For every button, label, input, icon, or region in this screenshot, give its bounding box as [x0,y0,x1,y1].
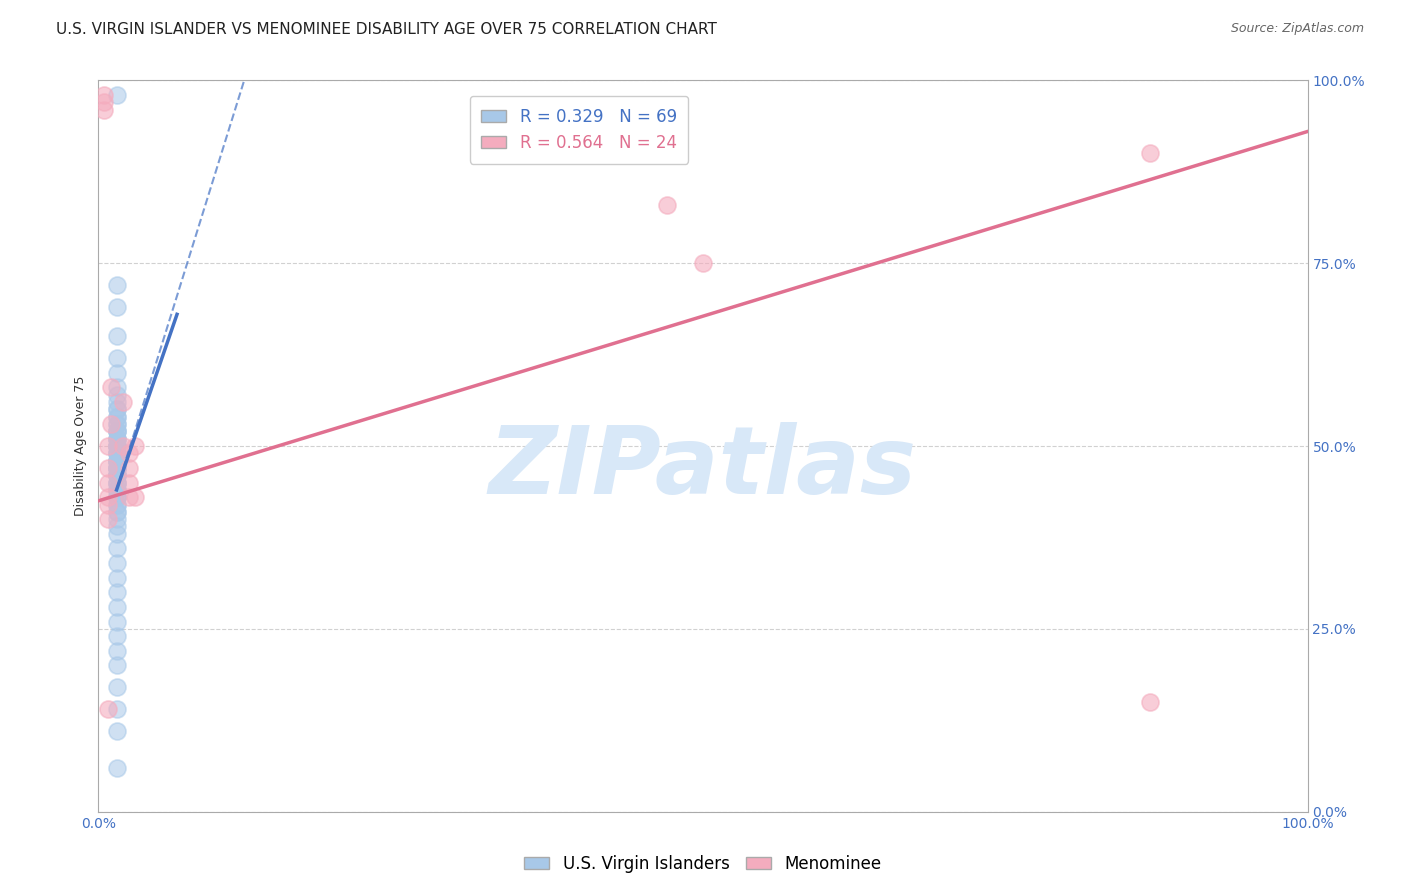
Point [105,446,128,460]
Point [1139,146,1161,161]
Point [105,461,128,475]
Point [118,461,141,475]
Point [105,761,128,775]
Point [105,475,128,490]
Point [105,490,128,504]
Point [105,446,128,460]
Text: Source: ZipAtlas.com: Source: ZipAtlas.com [1230,22,1364,36]
Text: U.S. VIRGIN ISLANDER VS MENOMINEE DISABILITY AGE OVER 75 CORRELATION CHART: U.S. VIRGIN ISLANDER VS MENOMINEE DISABI… [56,22,717,37]
Point [105,425,128,439]
Point [124,439,146,453]
Point [105,380,128,394]
Point [105,446,128,460]
Point [105,556,128,570]
Point [105,402,128,417]
Point [118,475,141,490]
Point [97,439,120,453]
Point [124,490,146,504]
Point [105,571,128,585]
Point [93,87,115,102]
Point [105,505,128,519]
Point [105,724,128,739]
Point [105,461,128,475]
Point [93,103,115,117]
Point [105,329,128,343]
Point [692,256,714,270]
Point [105,395,128,409]
Point [100,380,122,394]
Point [105,585,128,599]
Point [105,490,128,504]
Y-axis label: Disability Age Over 75: Disability Age Over 75 [73,376,87,516]
Point [105,505,128,519]
Point [105,439,128,453]
Point [105,453,128,467]
Point [97,490,120,504]
Point [105,468,128,483]
Point [97,475,120,490]
Point [100,417,122,431]
Point [105,432,128,446]
Point [105,644,128,658]
Point [105,541,128,556]
Point [105,366,128,380]
Point [97,498,120,512]
Point [105,417,128,431]
Point [105,615,128,629]
Point [97,512,120,526]
Point [111,395,134,409]
Point [97,702,120,716]
Point [105,498,128,512]
Text: ZIPatlas: ZIPatlas [489,422,917,514]
Point [105,658,128,673]
Point [105,702,128,716]
Point [105,453,128,467]
Point [105,425,128,439]
Point [105,417,128,431]
Point [105,453,128,467]
Point [655,197,678,211]
Point [105,461,128,475]
Point [105,278,128,293]
Point [118,490,141,504]
Point [105,351,128,366]
Point [105,490,128,504]
Point [118,446,141,460]
Point [105,599,128,614]
Point [105,409,128,424]
Point [97,461,120,475]
Point [1139,695,1161,709]
Point [105,526,128,541]
Point [105,425,128,439]
Point [105,432,128,446]
Point [105,483,128,497]
Point [105,512,128,526]
Legend: R = 0.329   N = 69, R = 0.564   N = 24: R = 0.329 N = 69, R = 0.564 N = 24 [470,96,689,163]
Point [105,468,128,483]
Point [105,439,128,453]
Point [105,439,128,453]
Point [105,483,128,497]
Point [105,432,128,446]
Point [105,519,128,533]
Point [105,87,128,102]
Point [105,461,128,475]
Point [105,681,128,695]
Point [105,439,128,453]
Point [105,468,128,483]
Point [105,483,128,497]
Point [105,475,128,490]
Legend: U.S. Virgin Islanders, Menominee: U.S. Virgin Islanders, Menominee [517,848,889,880]
Point [105,498,128,512]
Point [93,95,115,110]
Point [105,388,128,402]
Point [105,402,128,417]
Point [105,629,128,643]
Point [105,409,128,424]
Point [105,475,128,490]
Point [105,300,128,314]
Point [111,439,134,453]
Point [105,468,128,483]
Point [105,453,128,467]
